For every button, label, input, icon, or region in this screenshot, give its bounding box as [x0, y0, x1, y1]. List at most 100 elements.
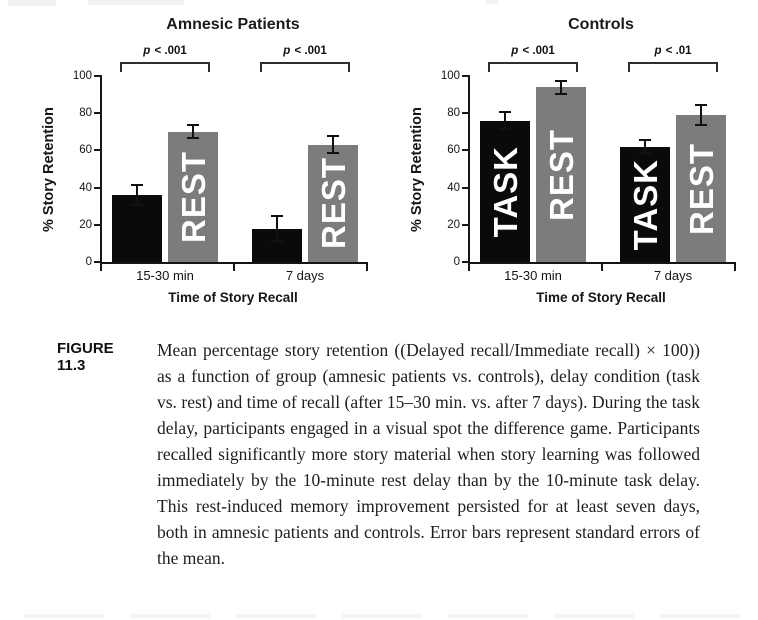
y-axis-tick — [94, 112, 102, 115]
x-category-label: 15-30 min — [136, 268, 194, 283]
error-bar-cap-bottom — [327, 152, 339, 155]
y-axis-tick — [94, 223, 102, 226]
y-axis-tick — [462, 149, 470, 152]
error-bar-cap-bottom — [187, 137, 199, 140]
y-axis-tick-label: 20 — [447, 218, 460, 231]
x-axis-tick — [100, 264, 102, 271]
x-axis-title: Time of Story Recall — [536, 290, 666, 305]
cropped-text-artifact — [24, 614, 740, 619]
y-axis-tick-label: 0 — [85, 256, 92, 268]
bar-rest-group2: REST — [676, 115, 726, 262]
x-axis-tick — [366, 264, 368, 271]
error-bar — [332, 137, 334, 153]
y-axis-tick — [462, 261, 470, 263]
x-category-label: 7 days — [653, 268, 693, 283]
bar-inside-label: REST — [314, 157, 352, 250]
chart-panel-controls: Controls % Story Retention 0 20 40 60 80 100 1… — [394, 16, 740, 305]
y-axis-tick-label: 100 — [440, 70, 460, 82]
error-bar — [644, 141, 646, 153]
y-axis-tick — [462, 112, 470, 115]
figure-caption-text: Mean percentage story retention ((Delaye… — [157, 340, 700, 568]
plot-row: % Story Retention 0 20 40 60 80 100 15-30 min 7… — [406, 45, 740, 283]
error-bar-cap-bottom — [271, 239, 283, 242]
y-axis-title: % Story Retention — [409, 107, 425, 233]
chart-title: Amnesic Patients — [166, 16, 300, 33]
y-axis-tick-label: 0 — [453, 256, 460, 268]
error-bar — [136, 185, 138, 205]
x-axis-tick — [601, 264, 603, 271]
x-axis-tick — [468, 264, 470, 271]
error-bar-cap-top — [555, 79, 567, 82]
significance-bracket — [628, 62, 718, 72]
figure-caption: FIGURE 11.3 Mean percentage story retent… — [57, 337, 700, 571]
chart-title: Controls — [568, 16, 634, 33]
error-bar-cap-bottom — [695, 124, 707, 127]
bar-rest-group2: REST — [308, 144, 358, 262]
y-axis-tick — [94, 261, 102, 263]
y-axis-tick-label: 80 — [447, 107, 460, 120]
cropped-text-artifact — [88, 0, 184, 5]
chart-panel-amnesic-patients: Amnesic Patients % Story Retention 0 20 40… — [26, 16, 372, 305]
error-bar-cap-bottom — [555, 92, 567, 95]
y-axis-tick — [462, 223, 470, 226]
y-axis-title: % Story Retention — [41, 107, 57, 233]
figure-charts-row: Amnesic Patients % Story Retention 0 20 40… — [0, 0, 758, 305]
error-bar-cap-bottom — [639, 152, 651, 155]
error-bar-cap-top — [499, 111, 511, 114]
error-bar — [276, 217, 278, 240]
y-axis-gutter — [60, 76, 100, 264]
bar-task-group1: TASK — [480, 120, 530, 262]
significance-bracket — [120, 62, 210, 72]
error-bar-cap-top — [187, 124, 199, 127]
y-axis-tick-label: 100 — [72, 70, 92, 82]
x-axis-tick — [233, 264, 235, 271]
y-axis-tick-label: 60 — [79, 144, 92, 157]
bar-rest-group1: REST — [168, 131, 218, 262]
cropped-text-artifact — [8, 0, 56, 6]
bar-rest-group1: REST — [536, 87, 586, 262]
significance-label: p < .001 — [283, 45, 327, 57]
error-bar — [560, 81, 562, 93]
bar-inside-label: REST — [682, 142, 720, 235]
error-bar — [700, 105, 702, 125]
bar-inside-label: TASK — [486, 145, 524, 238]
significance-label: p < .001 — [143, 45, 187, 57]
y-axis-tick-label: 20 — [79, 218, 92, 231]
x-axis-tick — [734, 264, 736, 271]
y-axis-tick — [462, 186, 470, 189]
y-axis-tick — [94, 149, 102, 152]
error-bar — [504, 113, 506, 129]
significance-bracket — [260, 62, 350, 72]
figure-caption-label: FIGURE 11.3 — [57, 340, 114, 374]
bar-inside-label: TASK — [626, 158, 664, 251]
y-axis-tick-label: 40 — [79, 181, 92, 194]
cropped-text-artifact — [486, 0, 498, 4]
error-bar-cap-bottom — [131, 204, 143, 207]
y-axis-tick-label: 60 — [447, 144, 460, 157]
error-bar-cap-top — [327, 135, 339, 138]
y-axis-tick-label: 40 — [447, 181, 460, 194]
significance-label: p < .001 — [511, 45, 555, 57]
error-bar-cap-top — [639, 139, 651, 142]
error-bar-cap-top — [131, 183, 143, 186]
error-bar — [192, 126, 194, 138]
error-bar-cap-top — [695, 103, 707, 106]
plot-row: % Story Retention 0 20 40 60 80 100 15-30 min 7… — [38, 45, 372, 283]
significance-bracket — [488, 62, 578, 72]
plot-area: 0 20 40 60 80 100 15-30 min 7 days TASK TASK REST R… — [441, 45, 736, 283]
y-axis-gutter — [428, 76, 468, 264]
bar-inside-label: REST — [542, 128, 580, 221]
bar-task-group2: TASK — [620, 146, 670, 262]
error-bar-cap-top — [271, 215, 283, 218]
x-category-label: 7 days — [285, 268, 325, 283]
y-axis-tick — [462, 75, 470, 77]
bar-inside-label: REST — [174, 150, 212, 243]
error-bar-cap-bottom — [499, 128, 511, 131]
x-category-label: 15-30 min — [504, 268, 562, 283]
x-axis-title: Time of Story Recall — [168, 290, 298, 305]
significance-label: p < .01 — [654, 45, 692, 57]
y-axis-tick-label: 80 — [79, 107, 92, 120]
y-axis-tick — [94, 75, 102, 77]
plot-area: 0 20 40 60 80 100 15-30 min 7 days REST REST p < .… — [73, 45, 368, 283]
